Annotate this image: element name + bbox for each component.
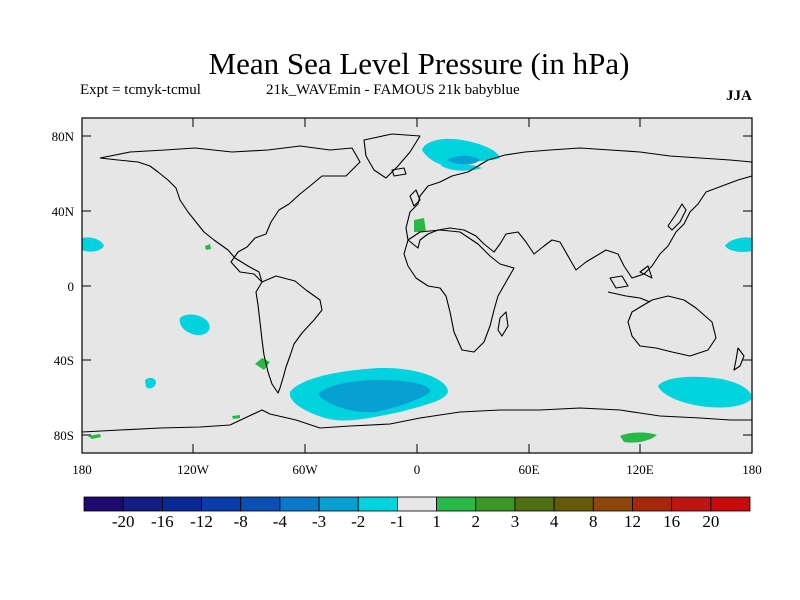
anomaly-north-pacific-west (82, 237, 104, 252)
colorbar-box (122, 496, 163, 512)
colorbar-box (671, 496, 712, 512)
season-label: JJA (726, 88, 752, 104)
coast-indonesia (607, 265, 653, 303)
coast-greenland (363, 133, 421, 179)
anomaly-antarctic-pacific (88, 434, 101, 439)
lat-labels: 80N 40N 0 40S 80S (52, 129, 75, 443)
colorbar-box (592, 496, 633, 512)
lat-label: 40S (54, 353, 74, 368)
coast-antarctica (81, 407, 752, 433)
anomaly-north-pacific-east (725, 237, 752, 252)
anomaly-southeast-pacific (255, 358, 270, 370)
anomaly-south-pacific-tropical (179, 314, 210, 336)
lon-label: 180 (742, 462, 762, 477)
coast-japan (667, 203, 687, 231)
colorbar-box (710, 496, 751, 512)
lon-label: 60E (519, 462, 540, 477)
anomaly-scandinavia (447, 155, 480, 165)
coastlines (81, 133, 753, 433)
lon-label: 60W (292, 462, 318, 477)
colorbar-box (161, 496, 202, 512)
experiment-label: Expt = tcmyk-tcmul (80, 82, 201, 98)
colorbar-box (514, 496, 555, 512)
lon-labels: 180 120W 60W 0 60E 120E 180 (72, 462, 762, 477)
colorbar-label: -4 (272, 512, 287, 531)
colorbar-label: -1 (390, 512, 405, 531)
colorbar-label: 2 (471, 512, 481, 531)
colorbar-label: 1 (432, 512, 441, 531)
colorbar-label: -16 (151, 512, 174, 531)
lat-label: 80N (52, 129, 75, 144)
subtitle: 21k_WAVEmin - FAMOUS 21k babyblue (266, 82, 520, 98)
colorbar-label: 3 (510, 512, 520, 531)
anomaly-north-atlantic (422, 138, 500, 166)
anomaly-south-pacific-midlat (145, 377, 156, 389)
colorbar-label: 4 (549, 512, 559, 531)
lon-label: 120E (626, 462, 654, 477)
coast-eurasia (405, 147, 753, 279)
coast-madagascar (497, 311, 509, 337)
colorbar-label: 20 (702, 512, 720, 531)
colorbar-box (240, 496, 281, 512)
anomaly-antarctic-indian (620, 432, 657, 443)
colorbar-label: 12 (623, 512, 641, 531)
colorbar-box (397, 496, 437, 512)
colorbar-label: -2 (351, 512, 366, 531)
colorbar-label: 8 (589, 512, 598, 531)
colorbar-box (475, 496, 516, 512)
anomaly-small-south (232, 415, 240, 419)
lon-label: 0 (414, 462, 421, 477)
colorbar-label: -8 (233, 512, 248, 531)
coast-new-zealand (733, 347, 745, 371)
colorbar-box (83, 496, 124, 512)
coast-africa (403, 229, 515, 353)
lat-label: 0 (68, 279, 75, 294)
colorbar-box (357, 496, 398, 512)
colorbar-box (436, 496, 477, 512)
colorbar-box (201, 496, 242, 512)
coast-north-america (99, 145, 361, 283)
colorbar-box (318, 496, 359, 512)
lat-label: 80S (54, 428, 74, 443)
anomaly-scandinavia-light (440, 163, 482, 171)
coast-uk (409, 189, 421, 207)
colorbar-box (632, 496, 673, 512)
colorbar-label: 16 (663, 512, 681, 531)
colorbar-box (279, 496, 320, 512)
coast-iceland (391, 167, 407, 177)
anomaly-north-africa (414, 218, 426, 232)
colorbar (83, 496, 751, 512)
coast-south-america (255, 275, 323, 394)
colorbar-label: -3 (311, 512, 327, 531)
coast-australia (627, 295, 717, 357)
colorbar-label: -20 (111, 512, 135, 531)
colorbar-label: -12 (190, 512, 213, 531)
lon-label: 180 (72, 462, 92, 477)
colorbar-box (553, 496, 594, 512)
anomaly-central-america (205, 244, 211, 250)
lon-label: 120W (177, 462, 210, 477)
chart-title: Mean Sea Level Pressure (in hPa) (208, 46, 630, 81)
anomaly-southern-indian (658, 376, 752, 408)
anomaly-layer (82, 138, 752, 443)
anomaly-south-atlantic-core (318, 380, 431, 413)
lat-label: 40N (52, 204, 75, 219)
ticks (82, 118, 752, 453)
